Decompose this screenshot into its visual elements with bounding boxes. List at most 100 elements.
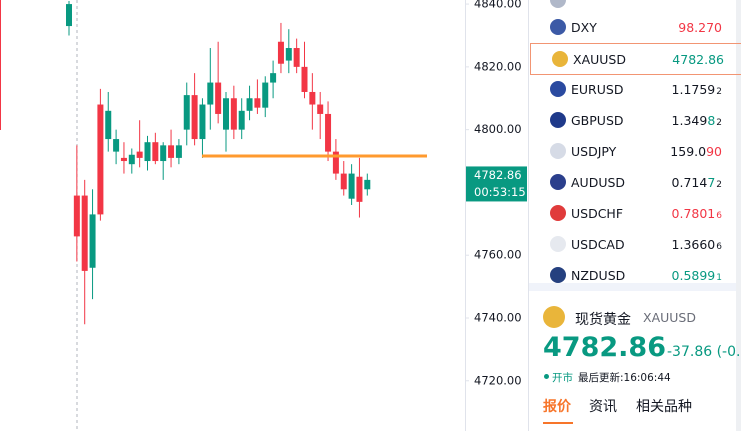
y-tick-label: 4800.00 <box>474 122 522 136</box>
watchlist-row[interactable]: NZDUSD 0.58991 <box>529 260 741 291</box>
pip: 6 <box>716 242 722 252</box>
candle-body <box>356 176 363 202</box>
flag <box>550 174 566 190</box>
candle-body <box>270 73 277 83</box>
candle-body <box>105 110 112 140</box>
candle-body <box>254 98 261 108</box>
separator <box>529 283 741 291</box>
symbol: USDCHF <box>571 206 624 221</box>
price: 0.78016 <box>672 206 722 221</box>
candle-body <box>246 98 253 111</box>
watchlist-row[interactable]: USDJPY 159.090 <box>529 136 741 167</box>
price: 1.36606 <box>672 237 722 252</box>
candle-body <box>262 82 269 108</box>
candle-body <box>113 139 120 152</box>
price-main: 0.5899 <box>671 268 716 283</box>
watchlist-row[interactable]: USDCAD 1.36606 <box>529 229 741 260</box>
candle-body <box>152 142 159 162</box>
candle-body <box>309 91 316 105</box>
y-tick-label: 4820.00 <box>474 59 522 73</box>
candle-body <box>293 48 300 67</box>
candle-body <box>136 151 143 158</box>
tab[interactable]: 报价 <box>543 399 571 415</box>
candle-body <box>66 4 72 27</box>
price-main: 159.0 <box>670 144 707 159</box>
instrument-symbol: XAUUSD <box>643 310 696 325</box>
price: 4782.86 <box>672 52 724 67</box>
candle-body <box>223 98 229 130</box>
symbol: USDJPY <box>571 144 617 159</box>
candle-body <box>183 95 190 130</box>
price: 0.58991 <box>672 268 722 283</box>
symbol: AUDUSD <box>571 175 626 190</box>
y-tick-label: 4760.00 <box>474 248 522 262</box>
candle-body <box>144 142 151 162</box>
pip: 2 <box>716 118 722 128</box>
symbol: DXY <box>571 20 597 35</box>
candle-body <box>175 145 182 158</box>
symbol: USDCAD <box>571 237 625 252</box>
y-tick-label: 4720.00 <box>474 373 522 387</box>
watchlist-row[interactable]: AUDUSD 0.71472 <box>529 167 741 198</box>
pip: 2 <box>716 180 722 190</box>
price: 0.71472 <box>672 175 722 190</box>
price-main: 1.349 <box>671 113 708 128</box>
candle-body <box>301 66 308 92</box>
flag <box>550 19 566 35</box>
watchlist-row[interactable]: GBPUSD 1.34982 <box>529 105 741 136</box>
pip: 2 <box>716 87 722 97</box>
status-dot <box>544 374 549 379</box>
candle-body <box>277 41 284 64</box>
current-price: 4782.86 <box>543 332 666 363</box>
candle-body <box>207 82 214 105</box>
symbol: XAUUSD <box>573 52 626 67</box>
candle-body <box>238 110 245 130</box>
candle-body <box>332 151 339 174</box>
symbol: EURUSD <box>571 82 624 97</box>
candle-body <box>97 104 104 215</box>
price-main: 4782.86 <box>672 52 724 67</box>
candle-body <box>120 157 127 162</box>
price-main: 98.270 <box>678 20 722 35</box>
price: 98.270 <box>678 20 722 35</box>
price-chart: 4840.00 4820.00 4800.00 4760.00 4740.00 4720.… <box>0 0 527 431</box>
price-main: 0.7801 <box>671 206 716 221</box>
candle-body <box>168 145 175 158</box>
flag <box>552 51 568 67</box>
side-panel: DXY 98.270 XAUUSD 4782.86 EURUSD 1.17592 GBPUS… <box>528 0 741 431</box>
y-tick-label: 4740.00 <box>474 310 522 324</box>
candle-body <box>340 173 347 190</box>
last-price-label: 4782.86 <box>474 168 522 182</box>
candle-body <box>317 104 324 114</box>
scrollbar <box>736 0 741 431</box>
price: 159.090 <box>670 144 722 159</box>
watchlist-row[interactable]: DXY 98.270 <box>529 12 741 43</box>
flag <box>550 81 566 97</box>
candle-body <box>81 195 88 271</box>
flag <box>550 267 566 283</box>
price-change: -37.86 (-0.7 <box>667 344 741 360</box>
tab[interactable]: 相关品种 <box>636 399 692 415</box>
last-price-box <box>466 166 527 202</box>
watchlist-row[interactable]: EURUSD 1.17592 <box>529 74 741 105</box>
pip: 1 <box>716 273 722 283</box>
price-main: 0.714 <box>671 175 708 190</box>
last-updated: 最后更新:16:06:44 <box>578 372 671 384</box>
watchlist-row[interactable]: XAUUSD 4782.86 <box>530 43 741 75</box>
tab[interactable]: 资讯 <box>589 399 617 415</box>
price: 1.34982 <box>672 113 722 128</box>
y-tick-label: 4840.00 <box>474 0 522 11</box>
tab-underline <box>543 422 573 424</box>
flag <box>550 112 566 128</box>
candle-body <box>230 98 237 130</box>
candle-body <box>199 104 206 140</box>
pip: 6 <box>716 211 722 221</box>
candle-body <box>285 48 292 61</box>
candle-body <box>364 179 371 190</box>
instrument-name: 现货黄金 <box>575 312 631 328</box>
candle-body <box>73 195 80 237</box>
flag <box>550 0 566 8</box>
watchlist-row[interactable]: USDCHF 0.78016 <box>529 198 741 229</box>
candle-body <box>348 173 355 199</box>
countdown-label: 00:53:15 <box>474 185 526 199</box>
